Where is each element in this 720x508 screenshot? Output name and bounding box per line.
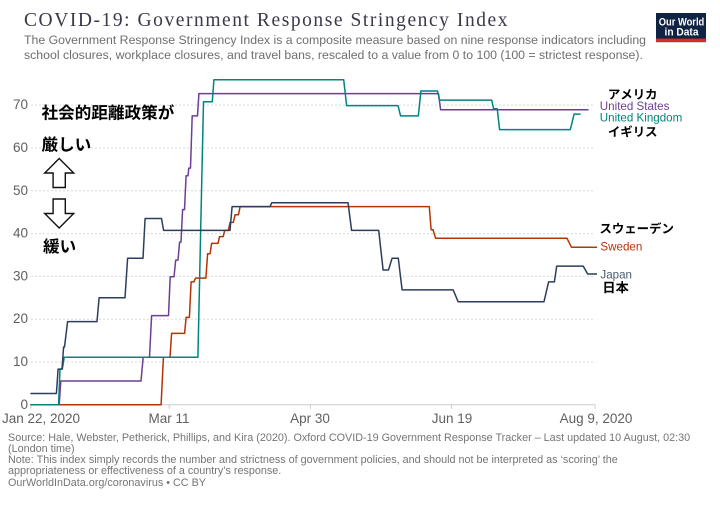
- svg-text:Mar 11: Mar 11: [148, 411, 189, 426]
- svg-text:Apr 30: Apr 30: [290, 411, 330, 426]
- svg-text:20: 20: [13, 311, 28, 326]
- svg-text:60: 60: [13, 140, 28, 155]
- svg-text:Aug 9, 2020: Aug 9, 2020: [560, 411, 633, 426]
- svg-text:in Data: in Data: [665, 26, 700, 38]
- svg-text:United States: United States: [600, 100, 670, 113]
- svg-text:30: 30: [13, 268, 28, 283]
- svg-text:Sweden: Sweden: [600, 240, 642, 253]
- svg-text:50: 50: [13, 183, 28, 198]
- svg-text:Japan: Japan: [600, 268, 632, 281]
- svg-text:40: 40: [13, 226, 28, 241]
- svg-text:Jan 22, 2020: Jan 22, 2020: [2, 411, 80, 426]
- svg-text:70: 70: [13, 97, 28, 112]
- svg-text:Our World: Our World: [659, 17, 705, 29]
- svg-text:United Kingdom: United Kingdom: [600, 111, 683, 124]
- svg-text:Jun 19: Jun 19: [432, 411, 473, 426]
- svg-text:10: 10: [13, 354, 28, 369]
- svg-text:0: 0: [20, 397, 28, 412]
